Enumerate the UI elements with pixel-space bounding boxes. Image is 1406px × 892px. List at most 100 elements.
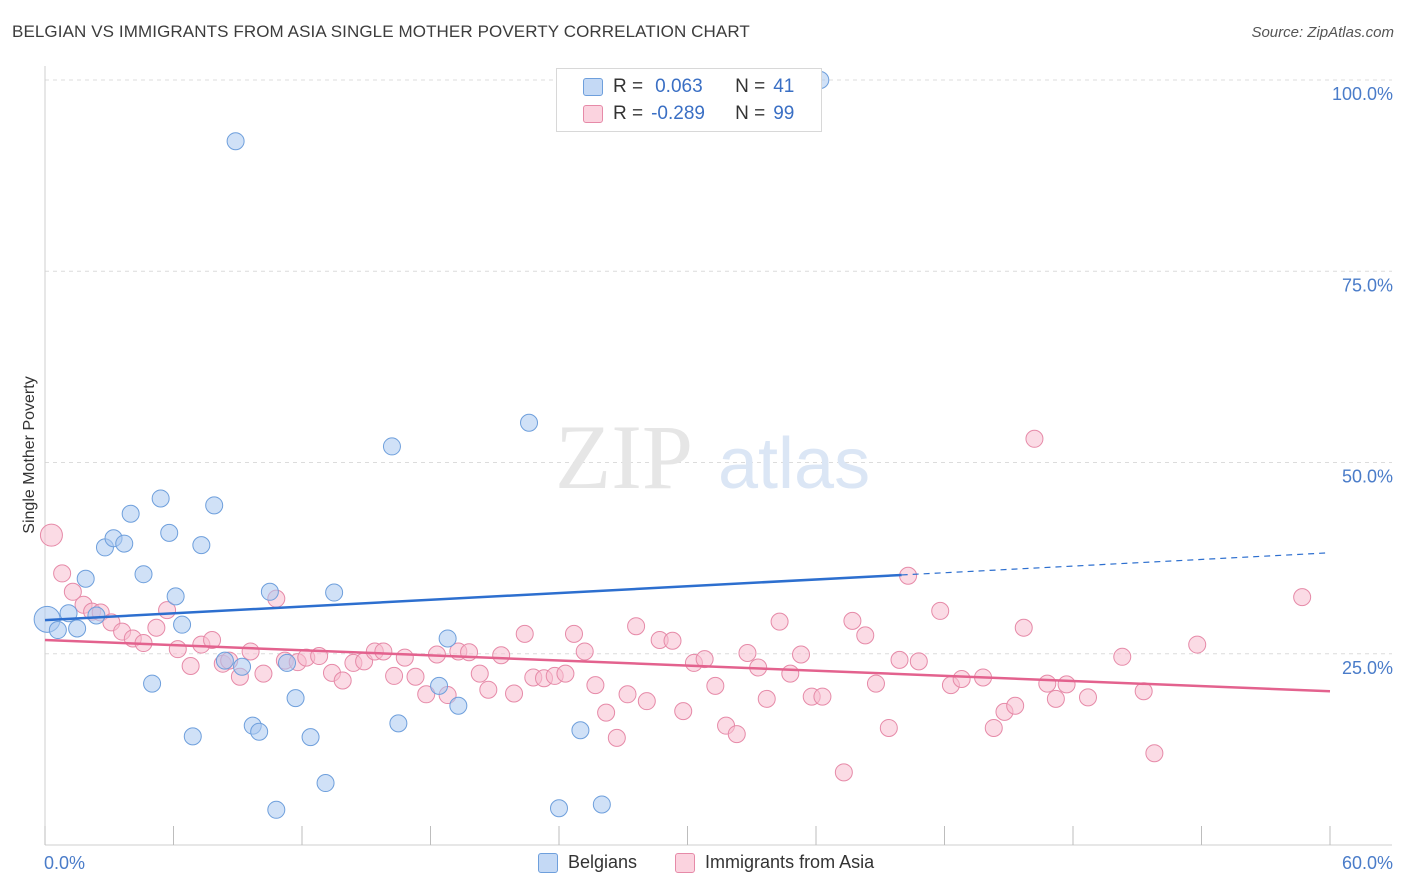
legend-n-label: N = (735, 103, 766, 124)
asia-point (203, 630, 222, 649)
asia-point (663, 631, 682, 650)
asia-point (505, 684, 524, 703)
series-asia-points (39, 429, 1312, 782)
asia-point (757, 689, 776, 708)
asia-point (181, 656, 200, 675)
asia-point (1025, 429, 1044, 448)
asia-point (39, 523, 63, 547)
x-tick-label: 60.0% (1342, 853, 1393, 873)
asia-point (984, 718, 1003, 737)
belgians-point (286, 689, 305, 708)
belgians-point (215, 651, 234, 670)
asia-point (406, 667, 425, 686)
belgians-point (173, 615, 192, 634)
asia-point (1188, 635, 1207, 654)
asia-point (374, 642, 393, 661)
asia-point (618, 685, 637, 704)
asia-point (53, 564, 72, 583)
asia-point (1014, 618, 1033, 637)
legend-belgians-label: Belgians (568, 852, 638, 872)
series-legend: Belgians Immigrants from Asia (538, 852, 874, 873)
belgians-point (438, 629, 457, 648)
y-tick-label: 75.0% (1342, 275, 1393, 295)
asia-point (333, 671, 352, 690)
asia-point (1078, 688, 1097, 707)
belgians-point (192, 536, 211, 555)
legend-swatch-blue (583, 78, 603, 96)
asia-point (738, 643, 757, 662)
asia-point (909, 652, 928, 671)
asia-point (417, 685, 436, 704)
chart-title: BELGIAN VS IMMIGRANTS FROM ASIA SINGLE M… (12, 22, 750, 41)
asia-point (1006, 696, 1025, 715)
asia-point (1145, 744, 1164, 763)
belgians-point (382, 437, 401, 456)
asia-point (834, 763, 853, 782)
asia-point (813, 687, 832, 706)
asia-point (792, 645, 811, 664)
legend-belgians-swatch (538, 852, 558, 873)
belgians-point (250, 722, 269, 741)
legend-r-value: 0.063 (655, 76, 703, 97)
asia-trend-line (44, 638, 1331, 693)
asia-point (492, 646, 511, 665)
axes (44, 66, 1392, 846)
y-tick-label: 25.0% (1342, 658, 1393, 678)
asia-point (952, 669, 971, 688)
asia-point (607, 728, 626, 747)
belgians-point (115, 534, 134, 553)
asia-point (470, 664, 489, 683)
belgians-trend-extension (901, 552, 1331, 576)
asia-point (637, 692, 656, 711)
asia-point (931, 601, 950, 620)
asia-point (674, 702, 693, 721)
belgians-point (278, 653, 297, 672)
belgians-point (143, 674, 162, 693)
belgians-point (389, 714, 408, 733)
asia-point (147, 618, 166, 637)
legend-r-label: R = (613, 76, 644, 97)
belgians-point (166, 587, 185, 606)
asia-point (575, 642, 594, 661)
belgians-point (87, 606, 106, 625)
asia-point (1046, 689, 1065, 708)
asia-point (1057, 675, 1076, 694)
belgians-point (48, 621, 67, 640)
belgians-point (267, 800, 286, 819)
belgians-point (325, 583, 344, 602)
x-tick-label: 0.0% (44, 853, 85, 873)
asia-point (866, 674, 885, 693)
legend-n-value: 41 (773, 76, 795, 97)
asia-point (879, 718, 898, 737)
legend-n-label: N = (735, 76, 766, 97)
asia-point (385, 666, 404, 685)
asia-point (770, 612, 789, 631)
asia-point (395, 648, 414, 667)
asia-point (843, 611, 862, 630)
asia-point (899, 566, 918, 585)
belgians-point (592, 795, 611, 814)
belgians-point (550, 799, 568, 818)
watermark-atlas: atlas (718, 424, 870, 504)
belgians-point (183, 727, 202, 746)
belgians-point (316, 774, 335, 793)
belgians-point (430, 676, 449, 695)
trend-lines (44, 552, 1331, 693)
legend-row-belgians: R = 0.063 N = 41 (557, 73, 794, 101)
y-tick-label: 100.0% (1332, 84, 1393, 104)
asia-point (1038, 674, 1057, 693)
asia-point (1113, 647, 1132, 666)
belgians-point (205, 496, 224, 515)
asia-point (695, 650, 714, 669)
legend-n-value: 99 (773, 103, 795, 124)
stats-legend: R = 0.063 N = 41 R = -0.289 N = 99 (556, 68, 822, 132)
legend-asia-swatch (675, 852, 696, 873)
asia-point (479, 680, 498, 699)
asia-point (890, 650, 909, 669)
y-axis-label: Single Mother Poverty (21, 376, 38, 533)
asia-point (63, 582, 82, 601)
source-label: Source: ZipAtlas.com (1251, 24, 1394, 41)
legend-row-asia: R = -0.289 N = 99 (557, 100, 794, 128)
belgians-point (520, 413, 539, 432)
